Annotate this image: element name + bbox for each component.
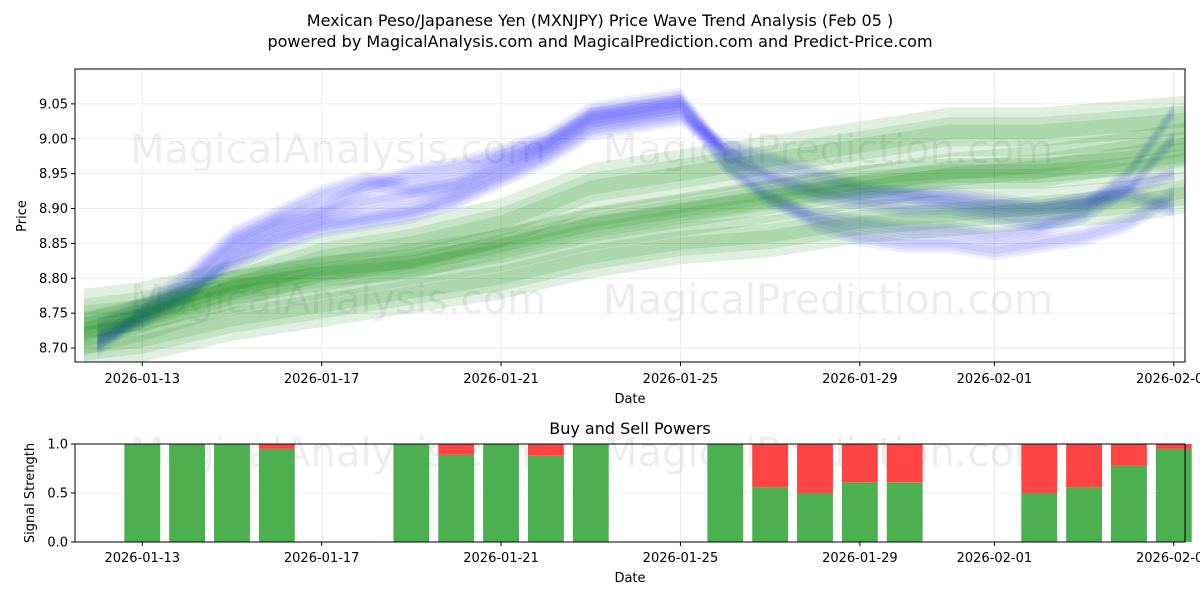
sell-bar	[527, 444, 564, 456]
buy-bar	[1066, 487, 1103, 542]
x-tick-label: 2026-02-05	[1136, 372, 1200, 387]
y-tick-label: 0.0	[47, 536, 68, 551]
green-trend-4-band	[84, 179, 1185, 361]
green-trend-1-band	[84, 152, 1185, 332]
buy-bar	[752, 487, 789, 542]
x-tick-label: 2026-02-05	[1136, 551, 1200, 566]
signal-ticks: 0.0 0.5 1.0 2026-01-13 2026-01-17 2026-01-21 2…	[47, 438, 1200, 567]
x-tick-label: 2026-01-21	[463, 372, 539, 387]
price-ticks: 8.70 8.75 8.80 8.85 8.90 8.95 9.00 9.05 2026-01-…	[39, 97, 1200, 387]
buy-bar	[169, 444, 206, 542]
sell-bar	[258, 444, 295, 449]
y-tick-label: 8.70	[39, 342, 68, 357]
x-tick-label: 2026-02-01	[957, 551, 1033, 566]
chart-title: Mexican Peso/Japanese Yen (MXNJPY) Price…	[307, 11, 893, 30]
green-trend-3-band	[84, 105, 1185, 328]
x-tick-label: 2026-02-01	[957, 372, 1033, 387]
sell-bar	[1066, 444, 1103, 488]
buy-bar	[438, 454, 475, 542]
watermark-text: MagicalAnalysis.com	[130, 277, 546, 323]
y-tick-label: 9.00	[39, 132, 68, 147]
x-tick-label: 2026-01-13	[104, 372, 180, 387]
green-trend-3-band	[84, 112, 1185, 321]
green-trend-1-band	[84, 142, 1185, 343]
x-tick-label: 2026-01-25	[643, 372, 719, 387]
x-tick-label: 2026-01-29	[822, 372, 898, 387]
watermark-text: MagicalPrediction.com	[603, 277, 1053, 323]
buy-bar	[841, 482, 878, 542]
price-panel: MagicalAnalysis.com MagicalPrediction.co…	[15, 68, 1200, 407]
sell-bar	[797, 444, 833, 493]
sell-bar	[1021, 444, 1058, 493]
green-trend-2-band	[84, 130, 1185, 347]
y-tick-label: 0.5	[47, 487, 68, 502]
signal-x-label: Date	[614, 571, 645, 586]
x-tick-label: 2026-01-17	[284, 372, 360, 387]
green-trend-4-band	[84, 171, 1185, 362]
green-trend-4-band	[84, 186, 1185, 355]
buy-bar	[707, 444, 744, 542]
buy-bar	[124, 444, 161, 542]
signal-panel: Buy and Sell Powers MagicalAnalysis.com …	[23, 419, 1200, 586]
buy-bar	[483, 444, 519, 542]
green-trend-3-band	[84, 95, 1185, 338]
y-tick-label: 8.80	[39, 272, 68, 287]
y-tick-label: 8.95	[39, 167, 68, 182]
sell-bar	[1155, 444, 1192, 449]
buy-bar	[258, 448, 295, 542]
sell-bar	[886, 444, 923, 483]
sell-bar	[752, 444, 789, 488]
price-series	[84, 87, 1185, 362]
sell-bar	[1111, 444, 1147, 466]
price-x-label: Date	[614, 392, 645, 407]
buy-bar	[572, 444, 609, 542]
y-tick-label: 8.75	[39, 307, 68, 322]
buy-bar	[886, 482, 923, 542]
y-tick-label: 1.0	[47, 438, 68, 453]
blue-wave-1-band	[97, 102, 1174, 350]
x-tick-label: 2026-01-21	[463, 551, 539, 566]
watermark-text: MagicalAnalysis.com	[130, 127, 546, 173]
buy-bar	[527, 455, 564, 542]
signal-bars	[124, 444, 1192, 542]
x-tick-label: 2026-01-25	[643, 551, 719, 566]
sell-bar	[841, 444, 878, 483]
y-tick-label: 8.85	[39, 237, 68, 252]
signal-y-label: Signal Strength	[23, 443, 38, 543]
green-trend-2-band	[84, 137, 1185, 341]
buy-bar	[797, 493, 833, 542]
blue-wave-5-band	[97, 97, 1174, 348]
price-grid	[75, 69, 1185, 362]
green-trend-1-band	[84, 148, 1185, 337]
watermark-text: MagicalPrediction.com	[603, 127, 1053, 173]
blue-wave-1-band	[97, 105, 1174, 347]
x-tick-label: 2026-01-17	[284, 551, 360, 566]
signal-title: Buy and Sell Powers	[549, 419, 711, 438]
blue-wave-1-band	[97, 107, 1174, 345]
price-y-label: Price	[15, 200, 30, 232]
blue-wave-5-band	[97, 94, 1174, 351]
price-axes-frame	[74, 68, 1186, 363]
x-tick-label: 2026-01-29	[822, 551, 898, 566]
chart-subtitle: powered by MagicalAnalysis.com and Magic…	[267, 32, 932, 51]
x-tick-label: 2026-01-13	[104, 551, 180, 566]
price-watermarks: MagicalAnalysis.com MagicalPrediction.co…	[130, 127, 1053, 323]
buy-bar	[1021, 493, 1058, 542]
sell-bar	[438, 444, 475, 455]
buy-bar	[1155, 448, 1192, 542]
y-tick-label: 9.05	[39, 97, 68, 112]
buy-bar	[214, 444, 250, 542]
buy-bar	[1111, 465, 1147, 542]
blue-wave-3-band	[97, 109, 1174, 343]
buy-bar	[393, 444, 430, 542]
green-trend-2-band	[84, 122, 1185, 355]
y-tick-label: 8.90	[39, 202, 68, 217]
